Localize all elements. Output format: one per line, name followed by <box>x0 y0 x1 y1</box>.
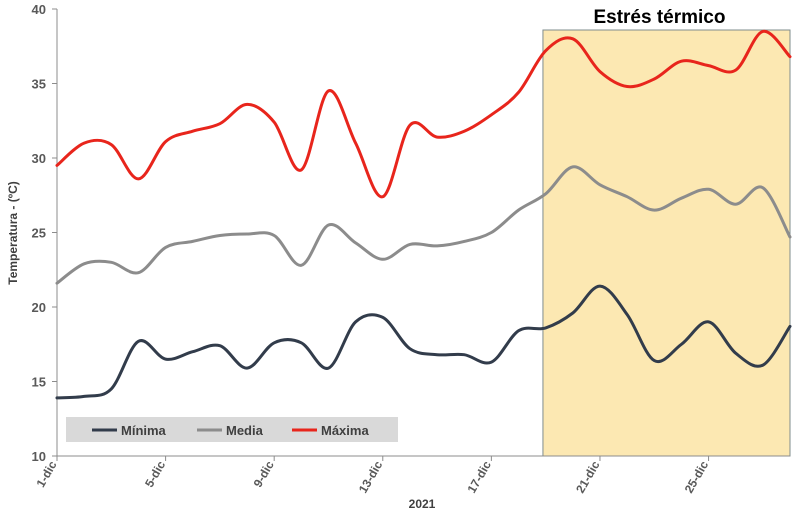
series-layer <box>55 29 792 400</box>
y-tick-label: 40 <box>32 2 46 17</box>
x-axis-title: 2021 <box>409 497 436 511</box>
x-tick-label: 25-dic <box>682 458 712 495</box>
x-axis: 1-dic 5-dic 9-dic 13-dic 17-dic 21-dic 25-dic <box>33 455 790 496</box>
series-line-media <box>55 165 792 285</box>
highlight-label: Estrés térmico <box>593 7 725 28</box>
x-tick-label: 17-dic <box>465 458 495 495</box>
series-line-maxima <box>55 29 792 199</box>
x-tick-label: 13-dic <box>356 458 386 495</box>
series-line-minima <box>55 284 792 400</box>
y-tick-label: 10 <box>32 449 46 464</box>
legend-label-minima: Mínima <box>121 423 167 438</box>
legend-label-media: Media <box>226 423 264 438</box>
y-axis: 10 15 20 25 30 35 40 <box>32 2 58 464</box>
x-tick-label: 21-dic <box>573 458 603 495</box>
y-tick-label: 20 <box>32 300 46 315</box>
legend-box <box>66 417 398 442</box>
legend: Mínima Media Máxima <box>66 417 398 442</box>
x-tick-label: 9-dic <box>251 458 277 490</box>
y-tick-label: 15 <box>32 375 46 390</box>
y-tick-label: 25 <box>32 226 46 241</box>
x-tick-label: 5-dic <box>142 458 168 490</box>
y-tick-label: 35 <box>32 77 46 92</box>
y-axis-title: Temperatura - (ºC) <box>6 181 20 285</box>
y-tick-label: 30 <box>32 151 46 166</box>
highlight-region <box>542 29 791 457</box>
legend-label-maxima: Máxima <box>321 423 369 438</box>
